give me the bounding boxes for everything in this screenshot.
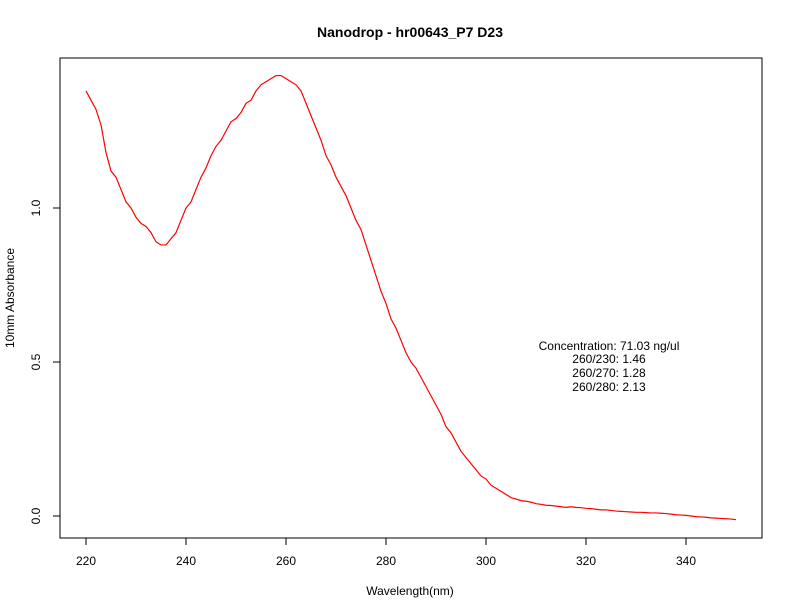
x-tick-label: 260	[276, 554, 296, 568]
chart-title: Nanodrop - hr00643_P7 D23	[317, 24, 503, 40]
y-axis-label: 10mm Absorbance	[3, 248, 17, 348]
y-axis: 0.0 0.5 1.0	[29, 199, 61, 524]
annotation-260-230: 260/230: 1.46	[572, 352, 646, 366]
plot-frame	[59, 57, 763, 539]
x-axis-label: Wavelength(nm)	[366, 584, 454, 598]
y-tick-label: 0.5	[29, 353, 43, 370]
x-tick-label: 280	[376, 554, 396, 568]
x-tick-label: 240	[176, 554, 196, 568]
x-tick-label: 220	[76, 554, 96, 568]
x-tick-label: 300	[476, 554, 496, 568]
x-tick-label: 320	[576, 554, 596, 568]
annotation-concentration: Concentration: 71.03 ng/ul	[539, 339, 680, 353]
annotation-block: Concentration: 71.03 ng/ul 260/230: 1.46…	[539, 339, 680, 394]
annotation-260-280: 260/280: 2.13	[572, 380, 646, 394]
y-tick-label: 0.0	[29, 507, 43, 524]
annotation-260-270: 260/270: 1.28	[572, 366, 646, 380]
x-tick-label: 340	[676, 554, 696, 568]
y-tick-label: 1.0	[29, 199, 43, 216]
absorbance-series-line	[85, 74, 737, 521]
x-axis: 220 240 260 280 300 320 340	[76, 537, 696, 568]
